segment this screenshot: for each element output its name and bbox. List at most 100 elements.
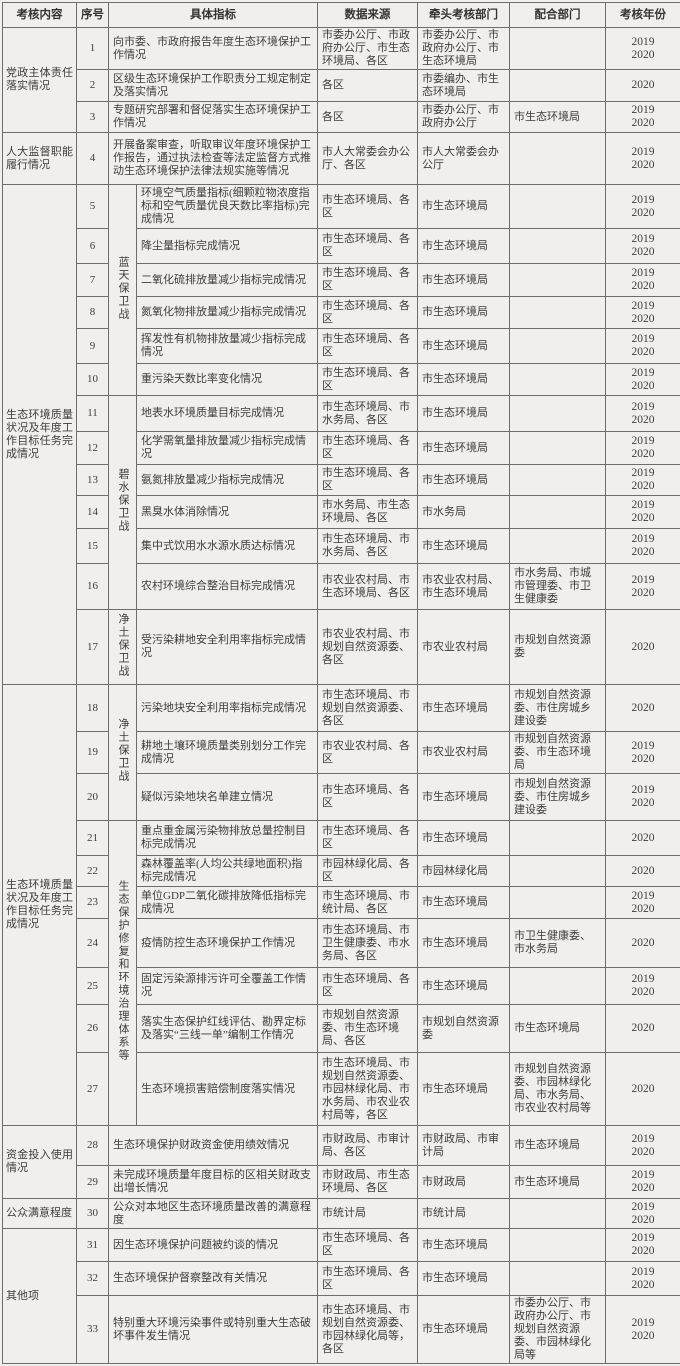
indicator-cell: 向市委、市政府报告年度生态环境保护工作情况 [109,28,318,70]
lead-dept-cell: 市规划自然资源委 [418,1005,510,1053]
source-cell: 市生态环境局、各区 [318,297,418,329]
coop-dept-cell [510,364,606,396]
row-number-cell: 30 [77,1199,109,1229]
row-number-cell: 20 [77,774,109,821]
content-group-cell: 公众满意程度 [3,1199,77,1229]
year-cell: 2020 [606,685,680,732]
indicator-cell: 开展备案审查，听取审议年度环境保护工作报告，通过执法检查等法定监督方式推动生态环… [109,133,318,185]
source-cell: 市财政局、市生态环境局、各区 [318,1166,418,1199]
coop-dept-cell [510,1199,606,1229]
year-cell: 2019 2020 [606,496,680,529]
lead-dept-cell: 市生态环境局 [418,264,510,297]
lead-dept-cell: 市生态环境局 [418,1296,510,1364]
row-number-cell: 26 [77,1005,109,1053]
source-cell: 市统计局 [318,1199,418,1229]
header-coop: 配合部门 [510,3,606,28]
coop-dept-cell [510,297,606,329]
source-cell: 市生态环境局、市规划自然资源委、市园林绿化局、市水务局、市农业农村局等，各区 [318,1053,418,1126]
indicator-cell: 二氧化硫排放量减少指标完成情况 [137,264,318,297]
source-cell: 市生态环境局、市规划自然资源委、市园林绿化局等，各区 [318,1296,418,1364]
lead-dept-cell: 市生态环境局 [418,685,510,732]
indicator-cell: 森林覆盖率(人均公共绿地面积)指标完成情况 [137,856,318,887]
year-cell: 2019 2020 [606,968,680,1005]
row-number-cell: 15 [77,529,109,564]
header-row: 考核内容 序号 具体指标 数据来源 牵头考核部门 配合部门 考核年份 [3,3,680,28]
indicator-cell: 专题研究部署和督促落实生态环境保护工作情况 [109,102,318,133]
lead-dept-cell: 市生态环境局 [418,821,510,856]
source-cell: 市农业农村局、市生态环境局、各区 [318,564,418,610]
year-cell: 2019 2020 [606,1126,680,1166]
indicator-cell: 公众对本地区生态环境质量改善的满意程度 [109,1199,318,1229]
lead-dept-cell: 市财政局 [418,1166,510,1199]
indicator-cell: 黑臭水体消除情况 [137,496,318,529]
lead-dept-cell: 市水务局 [418,496,510,529]
coop-dept-cell [510,70,606,102]
indicator-cell: 因生态环境保护问题被约谈的情况 [109,1229,318,1262]
year-cell: 2019 2020 [606,133,680,185]
lead-dept-cell: 市统计局 [418,1199,510,1229]
row-number-cell: 17 [77,610,109,685]
row-number-cell: 32 [77,1262,109,1296]
indicator-cell: 生态环境保护财政资金使用绩效情况 [109,1126,318,1166]
lead-dept-cell: 市生态环境局 [418,465,510,496]
source-cell: 市生态环境局、市水务局、各区 [318,529,418,564]
year-cell: 2019 2020 [606,1199,680,1229]
indicator-cell: 氨氮排放量减少指标完成情况 [137,465,318,496]
header-content: 考核内容 [3,3,77,28]
source-cell: 各区 [318,102,418,133]
indicator-cell: 受污染耕地安全利用率指标完成情况 [137,610,318,685]
lead-dept-cell: 市生态环境局 [418,364,510,396]
source-cell: 市生态环境局、各区 [318,1262,418,1296]
row-number-cell: 21 [77,821,109,856]
year-cell: 2019 2020 [606,229,680,264]
lead-dept-cell: 市生态环境局 [418,1053,510,1126]
lead-dept-cell: 市生态环境局 [418,396,510,432]
source-cell: 市生态环境局、市卫生健康委、市水务局、各区 [318,919,418,968]
coop-dept-cell: 市生态环境局 [510,1126,606,1166]
year-cell: 2019 2020 [606,396,680,432]
indicator-cell: 地表水环境质量目标完成情况 [137,396,318,432]
header-year: 考核年份 [606,3,680,28]
lead-dept-cell: 市生态环境局 [418,1229,510,1262]
lead-dept-cell: 市园林绿化局 [418,856,510,887]
header-indicator: 具体指标 [109,3,318,28]
lead-dept-cell: 市生态环境局 [418,1262,510,1296]
row-number-cell: 1 [77,28,109,70]
source-cell: 市生态环境局、各区 [318,432,418,465]
year-cell: 2019 2020 [606,297,680,329]
source-cell: 市生态环境局、各区 [318,968,418,1005]
year-cell: 2020 [606,856,680,887]
category-label: 净土保卫战 [117,613,128,678]
lead-dept-cell: 市财政局、市审计局 [418,1126,510,1166]
coop-dept-cell: 市水务局、市城市管理委、市卫生健康委 [510,564,606,610]
row-number-cell: 33 [77,1296,109,1364]
year-cell: 2019 2020 [606,887,680,919]
content-group-cell: 人大监督职能履行情况 [3,133,77,185]
category-cell: 生态保护修复和环境治理体系等 [109,821,137,1126]
lead-dept-cell: 市人大常委会办公厅 [418,133,510,185]
category-cell: 净土保卫战 [109,610,137,685]
source-cell: 市规划自然资源委、市生态环境局、各区 [318,1005,418,1053]
row-number-cell: 19 [77,732,109,774]
source-cell: 市生态环境局、市统计局、各区 [318,887,418,919]
content-group-cell: 党政主体责任落实情况 [3,28,77,133]
year-cell: 2020 [606,1005,680,1053]
coop-dept-cell [510,821,606,856]
source-cell: 市生态环境局、各区 [318,821,418,856]
row-number-cell: 7 [77,264,109,297]
coop-dept-cell: 市规划自然资源委、市住房城乡建设委 [510,774,606,821]
lead-dept-cell: 市生态环境局 [418,529,510,564]
coop-dept-cell [510,529,606,564]
